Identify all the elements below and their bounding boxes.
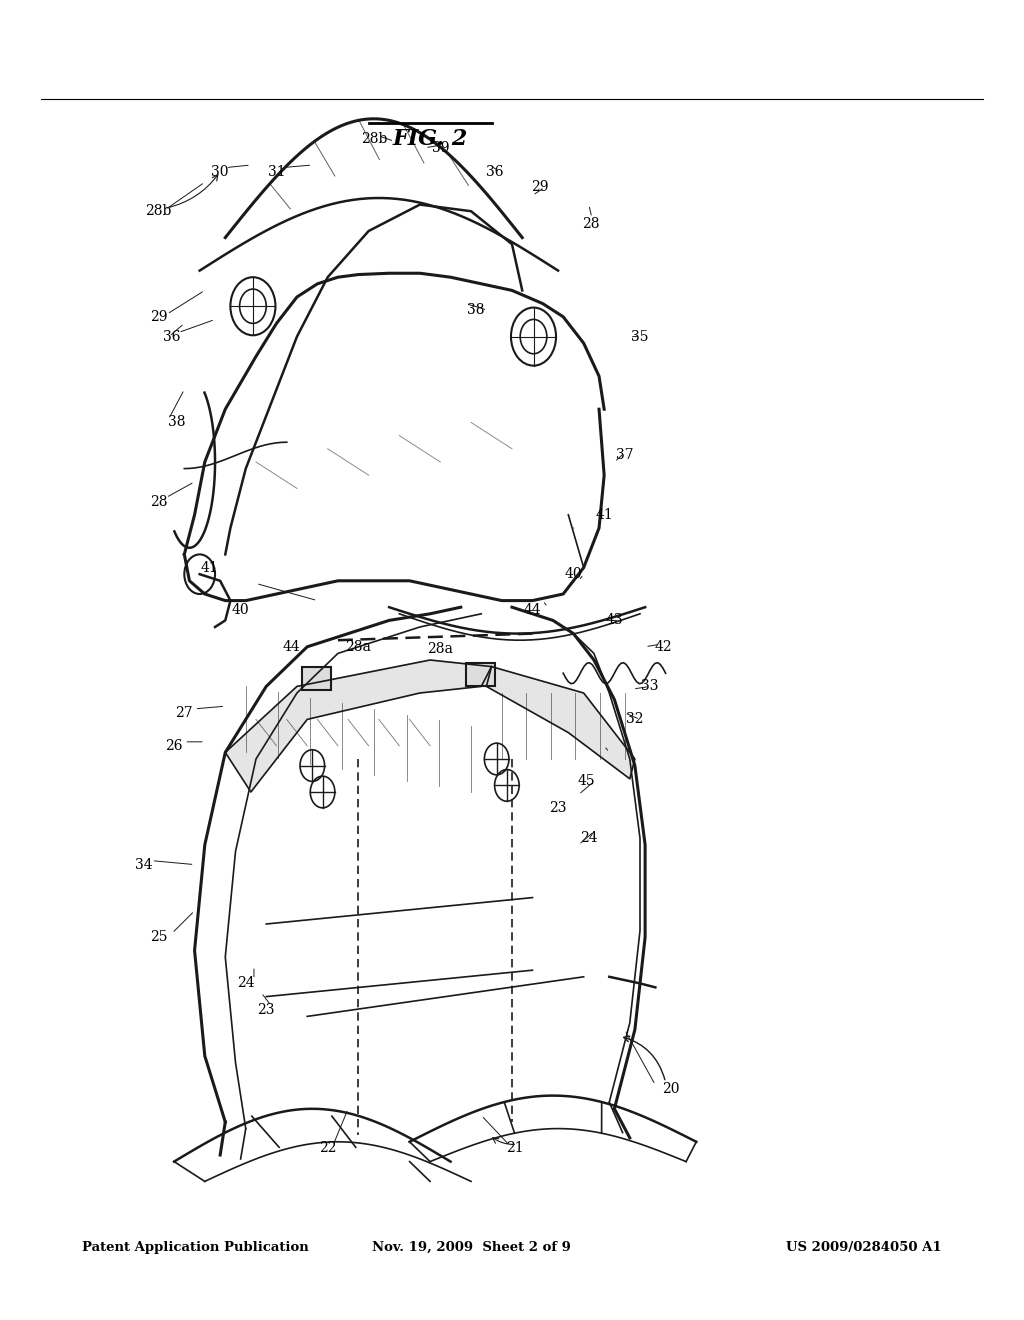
Text: 28: 28: [150, 495, 168, 508]
Text: 37: 37: [615, 449, 634, 462]
Text: 29: 29: [530, 181, 549, 194]
Text: 44: 44: [523, 603, 542, 616]
Text: 31: 31: [267, 165, 286, 178]
Bar: [302, 667, 331, 690]
Text: 24: 24: [580, 832, 598, 845]
Text: 23: 23: [549, 801, 567, 814]
Text: 44: 44: [283, 640, 301, 653]
Text: 38: 38: [467, 304, 485, 317]
Text: 20: 20: [662, 1082, 680, 1096]
Text: 28b: 28b: [360, 132, 387, 145]
Text: 25: 25: [150, 931, 168, 944]
Text: Patent Application Publication: Patent Application Publication: [82, 1241, 308, 1254]
Text: 23: 23: [257, 1003, 275, 1016]
Text: 40: 40: [231, 603, 250, 616]
Text: FIG. 2: FIG. 2: [392, 128, 468, 149]
Text: 35: 35: [631, 330, 649, 343]
Text: 22: 22: [318, 1142, 337, 1155]
Text: 24: 24: [237, 977, 255, 990]
Text: 45: 45: [578, 775, 596, 788]
Polygon shape: [486, 667, 635, 779]
Text: 38: 38: [168, 416, 186, 429]
Text: 36: 36: [485, 165, 504, 178]
Text: 32: 32: [626, 713, 644, 726]
Text: 39: 39: [431, 141, 450, 154]
Text: 28: 28: [582, 218, 600, 231]
Text: 43: 43: [605, 614, 624, 627]
Text: 26: 26: [165, 739, 183, 752]
Text: 29: 29: [150, 310, 168, 323]
Text: 40: 40: [564, 568, 583, 581]
Polygon shape: [225, 660, 492, 792]
Text: 28a: 28a: [427, 643, 454, 656]
Text: 34: 34: [134, 858, 153, 871]
Text: 41: 41: [201, 561, 219, 574]
Bar: [466, 663, 495, 686]
Text: 41: 41: [595, 508, 613, 521]
Text: 28b: 28b: [145, 205, 172, 218]
Text: 42: 42: [654, 640, 673, 653]
Text: US 2009/0284050 A1: US 2009/0284050 A1: [786, 1241, 942, 1254]
Text: 21: 21: [506, 1142, 524, 1155]
Text: 27: 27: [175, 706, 194, 719]
Text: 33: 33: [641, 680, 659, 693]
Text: 30: 30: [211, 165, 229, 178]
Text: 28a: 28a: [345, 640, 372, 653]
Text: 36: 36: [163, 330, 181, 343]
Text: Nov. 19, 2009  Sheet 2 of 9: Nov. 19, 2009 Sheet 2 of 9: [372, 1241, 570, 1254]
